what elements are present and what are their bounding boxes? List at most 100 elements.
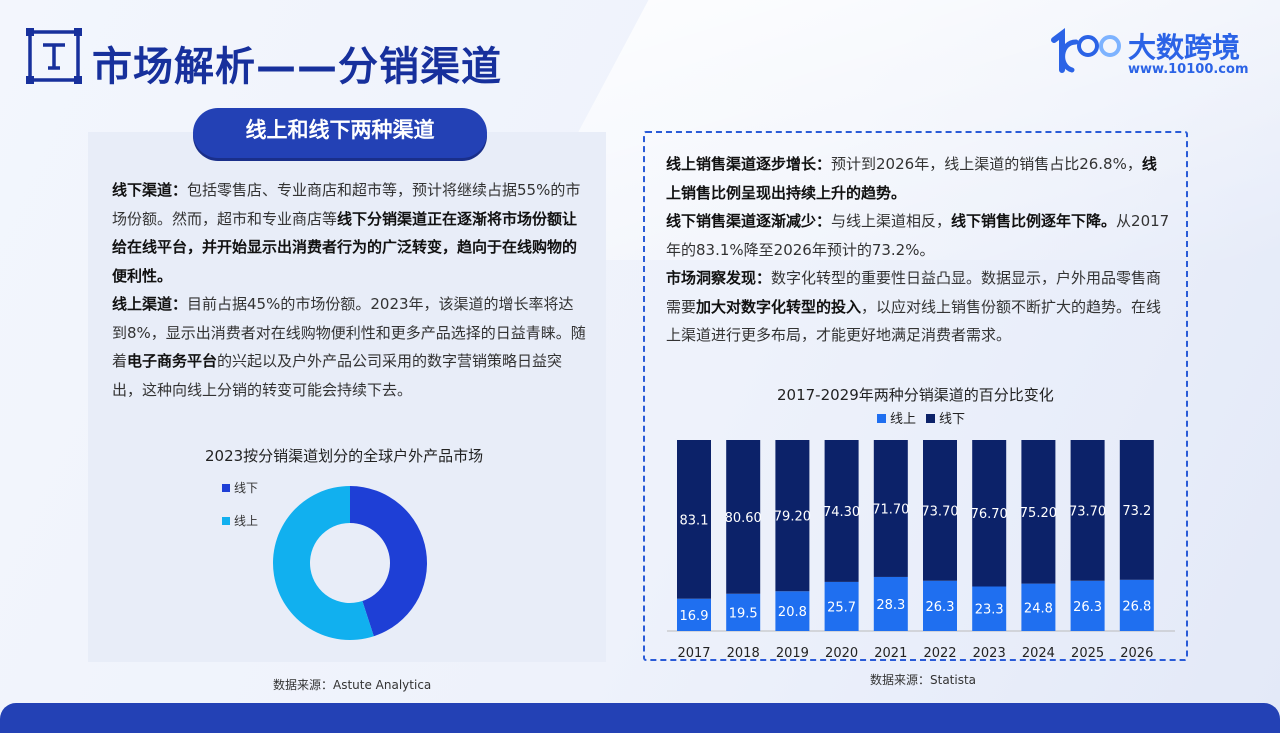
x-tick-label: 2024 — [1022, 646, 1055, 661]
data-label: 80.60 — [725, 511, 762, 526]
brand-logo[interactable]: 大数跨境 www.10100.com — [1050, 26, 1260, 80]
data-label: 26.8 — [1122, 599, 1151, 614]
data-label: 28.3 — [876, 598, 905, 613]
bar-线上-2026[interactable] — [1119, 579, 1154, 631]
x-tick-label: 2025 — [1071, 646, 1104, 661]
logo-name: 大数跨境 — [1128, 31, 1241, 64]
bar-线下-2017[interactable] — [677, 440, 711, 599]
x-tick-label: 2020 — [825, 646, 858, 661]
logo-url[interactable]: www.10100.com — [1128, 62, 1249, 77]
footer-bar — [0, 703, 1280, 733]
data-label: 26.3 — [926, 600, 955, 615]
bar-线下-2025[interactable] — [1070, 440, 1105, 581]
data-label: 73.70 — [1069, 504, 1106, 519]
data-label: 71.70 — [872, 502, 909, 517]
left-panel — [88, 132, 606, 662]
stacked-bar-chart: 线上 线下 16.9 83.1 2017 19.5 80.60 2018 20.8 79.20 20… — [667, 412, 1175, 661]
data-label: 76.70 — [971, 507, 1008, 522]
insight-offline-text-2: 从2017年的83.1%降至2026年预计的73.2%。 — [666, 212, 1170, 259]
data-label: 73.70 — [921, 504, 958, 519]
bar-线下-2024[interactable] — [1021, 440, 1056, 584]
online-text-2: 的兴起以及户外产品公司采用的数字营销策略日益突出，这种向线上分销的转变可能会持续… — [112, 352, 563, 399]
online-label: 线上渠道： — [112, 295, 188, 313]
x-tick-label: 2022 — [923, 646, 956, 661]
x-tick-label: 2018 — [727, 646, 760, 661]
insight-offline: 线下销售渠道逐渐减少：与线上渠道相反，线下销售比例逐年下降。从2017年的83.… — [666, 207, 1170, 264]
insight-online-highlight: 线上销售比例呈现出持续上升的趋势。 — [666, 155, 1157, 202]
bar-线下-2020[interactable] — [824, 440, 859, 582]
section-pill: 线上和线下两种渠道 — [193, 108, 487, 158]
data-label: 23.3 — [975, 603, 1004, 618]
data-label: 20.8 — [778, 605, 807, 620]
right-text: 线上销售渠道逐步增长：预计到2026年，线上渠道的销售占比26.8%，线上销售比… — [666, 150, 1170, 350]
x-tick-label: 2021 — [874, 646, 907, 661]
bar-线下-2023[interactable] — [972, 440, 1007, 587]
offline-label: 线下渠道： — [112, 181, 188, 199]
bar-线下-2018[interactable] — [726, 440, 761, 594]
bar-线上-2022[interactable] — [923, 580, 957, 631]
insight-online-label: 线上销售渠道逐步增长： — [666, 155, 832, 173]
insight-offline-label: 线下销售渠道逐渐减少： — [666, 212, 832, 230]
legend-label: 线下 — [939, 412, 965, 427]
data-label: 79.20 — [774, 510, 811, 525]
x-tick-label: 2026 — [1120, 646, 1153, 661]
left-text: 线下渠道：包括零售店、专业商店和超市等，预计将继续占据55%的市场份额。然而，超… — [112, 176, 586, 404]
legend-label: 线上 — [890, 412, 916, 427]
legend-label: 线上 — [234, 514, 258, 528]
donut-chart-title: 2023按分销渠道划分的全球户外产品市场 — [205, 447, 484, 465]
donut-slice-线下[interactable] — [350, 486, 428, 637]
online-highlight: 电子商务平台 — [127, 352, 218, 370]
x-tick-label: 2017 — [677, 646, 710, 661]
insight-offline-highlight: 线下销售比例逐年下降。 — [951, 212, 1117, 230]
data-label: 19.5 — [729, 606, 758, 621]
bar-线上-2021[interactable] — [873, 576, 908, 631]
data-label: 24.8 — [1024, 601, 1053, 616]
right-panel — [643, 131, 1188, 661]
bar-线下-2022[interactable] — [923, 440, 957, 581]
insight-market: 市场洞察发现：数字化转型的重要性日益凸显。数据显示，户外用品零售商需要加大对数字… — [666, 264, 1170, 350]
bar-线下-2021[interactable] — [873, 440, 908, 577]
data-label: 74.30 — [823, 505, 860, 520]
data-label: 16.9 — [680, 609, 709, 624]
bar-线上-2023[interactable] — [972, 586, 1007, 631]
bar-线上-2017[interactable] — [677, 598, 711, 631]
bar-线上-2019[interactable] — [775, 591, 810, 631]
right-source: 数据来源：Statista — [870, 673, 977, 687]
bar-线上-2024[interactable] — [1021, 583, 1056, 631]
10100-logo-icon — [1051, 28, 1121, 73]
insight-offline-text: 与线上渠道相反， — [831, 212, 952, 230]
offline-text: 包括零售店、专业商店和超市等，预计将继续占据55%的市场份额。然而，超市和专业商… — [112, 181, 581, 228]
legend-swatch — [222, 484, 230, 492]
data-label: 75.20 — [1020, 506, 1057, 521]
insight-online-text: 预计到2026年，线上渠道的销售占比26.8%， — [831, 155, 1142, 173]
legend-swatch — [926, 414, 935, 423]
legend-swatch — [222, 517, 230, 525]
legend-label: 线下 — [234, 481, 258, 495]
offline-paragraph: 线下渠道：包括零售店、专业商店和超市等，预计将继续占据55%的市场份额。然而，超… — [112, 176, 586, 290]
bar-chart-title: 2017-2029年两种分销渠道的百分比变化 — [777, 386, 1054, 404]
data-label: 83.1 — [680, 513, 709, 528]
insight-online: 线上销售渠道逐步增长：预计到2026年，线上渠道的销售占比26.8%，线上销售比… — [666, 150, 1170, 207]
insight-market-text: 数字化转型的重要性日益凸显。数据显示，户外用品零售商需要 — [666, 269, 1162, 316]
bar-线上-2018[interactable] — [726, 593, 761, 631]
bar-线上-2020[interactable] — [824, 581, 859, 631]
page-title: 市场解析——分销渠道 — [92, 44, 502, 90]
data-label: 25.7 — [827, 600, 856, 615]
donut-slice-线上[interactable] — [273, 486, 374, 640]
insight-market-label: 市场洞察发现： — [666, 269, 772, 287]
data-label: 73.2 — [1122, 504, 1151, 519]
offline-highlight: 线下分销渠道正在逐渐将市场份额让给在线平台，并开始显示出消费者行为的广泛转变，趋… — [112, 209, 578, 285]
text-format-icon — [26, 28, 82, 84]
bar-线下-2026[interactable] — [1119, 440, 1154, 580]
x-tick-label: 2023 — [973, 646, 1006, 661]
x-tick-label: 2019 — [776, 646, 809, 661]
bar-线下-2019[interactable] — [775, 440, 810, 592]
insight-market-text-2: ，以应对线上销售份额不断扩大的趋势。在线上渠道进行更多布局，才能更好地满足消费者… — [666, 297, 1162, 345]
online-text: 目前占据45%的市场份额。2023年，该渠道的增长率将达到8%，显示出消费者对在… — [112, 295, 586, 370]
insight-market-highlight: 加大对数字化转型的投入 — [696, 297, 862, 316]
legend-swatch — [877, 414, 886, 423]
data-label: 26.3 — [1073, 600, 1102, 615]
bar-线上-2025[interactable] — [1070, 580, 1105, 631]
left-source: 数据来源：Astute Analytica — [273, 678, 432, 692]
